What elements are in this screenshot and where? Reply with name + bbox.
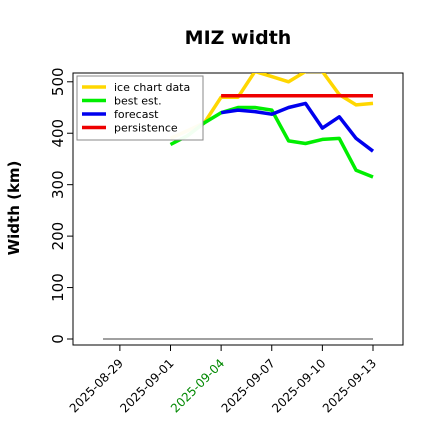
chart-title: MIZ width bbox=[185, 27, 292, 49]
y-tick-label: 500 bbox=[49, 67, 67, 96]
y-tick-label: 200 bbox=[49, 222, 67, 251]
x-tick-label: 2025-09-13 bbox=[320, 356, 379, 415]
x-axis: 2025-08-292025-09-012025-09-042025-09-07… bbox=[67, 345, 379, 415]
series-line-forecast bbox=[220, 101, 375, 153]
y-tick-label: 400 bbox=[49, 119, 67, 148]
legend-label: persistence bbox=[114, 122, 178, 135]
y-tick-label: 0 bbox=[49, 334, 67, 344]
legend-label: ice chart data bbox=[114, 81, 190, 94]
y-axis: 0 100 200 300 400 500 bbox=[49, 67, 73, 344]
y-axis-label: Width (km) bbox=[5, 161, 23, 256]
y-tick-label: 100 bbox=[49, 273, 67, 302]
legend-label: forecast bbox=[114, 108, 159, 121]
series-line-best-est bbox=[169, 105, 374, 179]
plot-frame bbox=[72, 72, 404, 346]
legend-label: best est. bbox=[114, 95, 162, 108]
y-tick-label: 300 bbox=[49, 170, 67, 199]
plot-area bbox=[72, 72, 404, 346]
series-layer bbox=[103, 73, 375, 340]
